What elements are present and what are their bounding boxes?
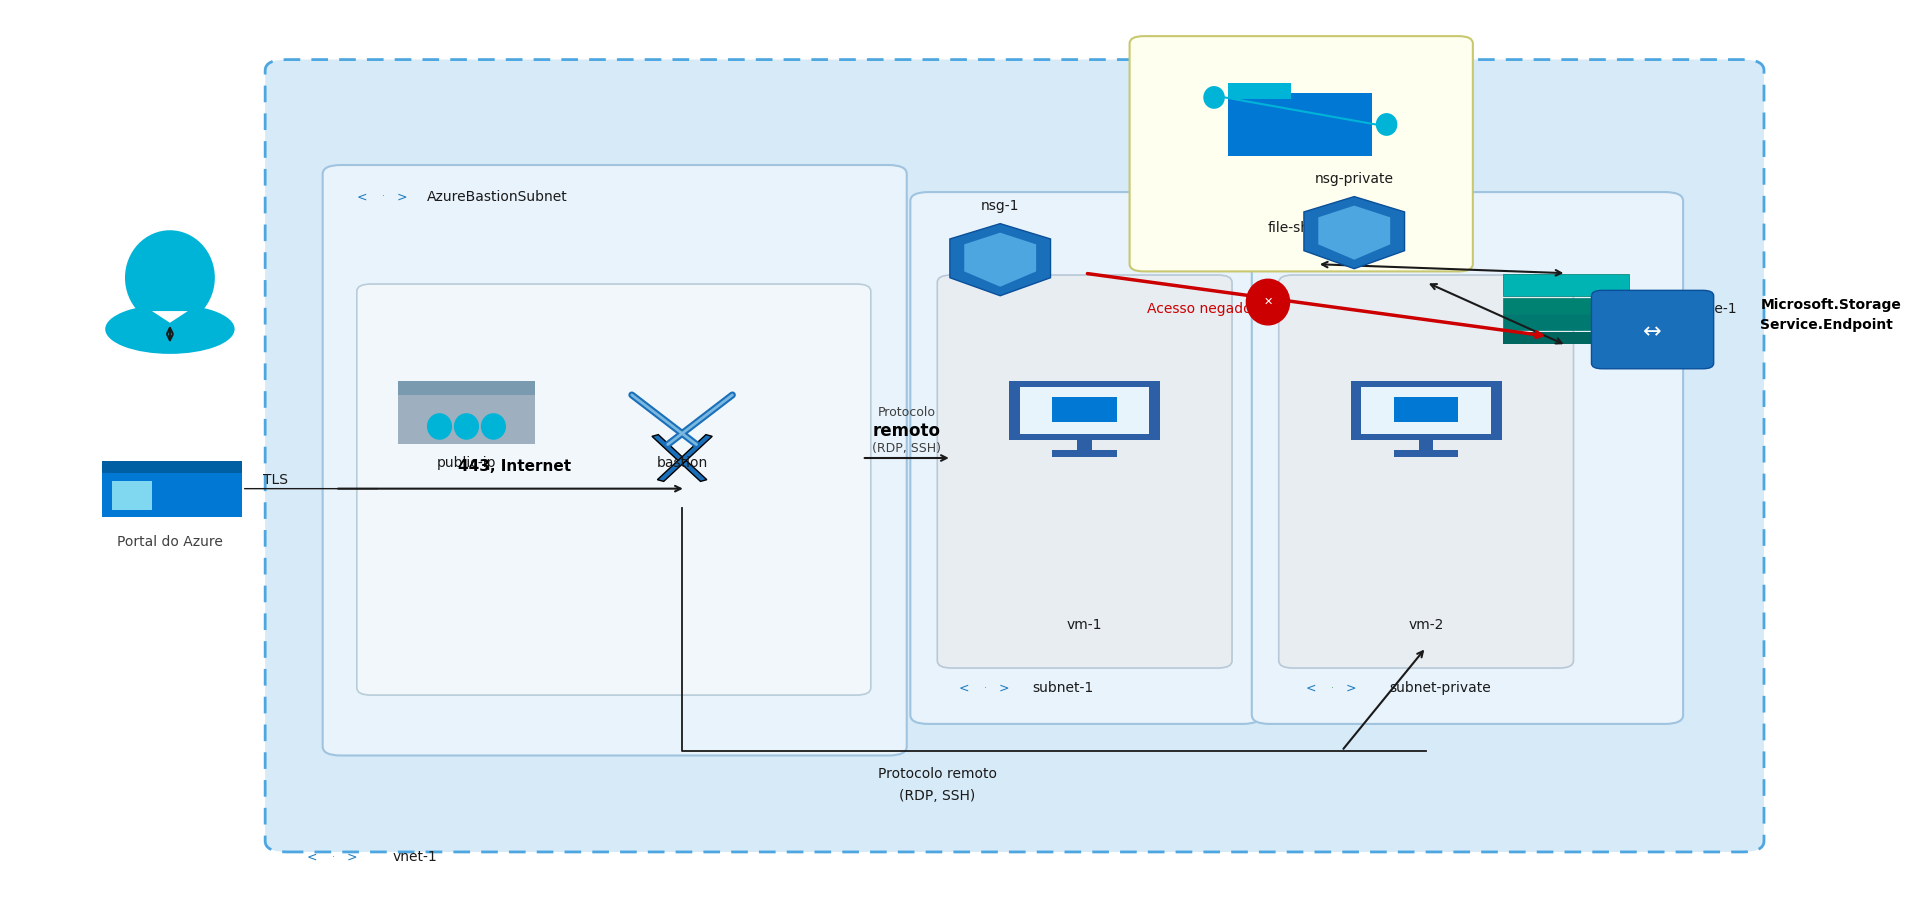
Bar — [1420, 438, 1433, 452]
Ellipse shape — [482, 414, 506, 440]
Text: Acesso negado: Acesso negado — [1147, 302, 1252, 317]
FancyBboxPatch shape — [1278, 275, 1573, 668]
Text: nsg-private: nsg-private — [1315, 171, 1393, 186]
FancyBboxPatch shape — [266, 60, 1764, 852]
Text: Service.Endpoint: Service.Endpoint — [1760, 317, 1894, 332]
Text: subnet-1: subnet-1 — [1032, 681, 1093, 695]
Text: 443, Internet: 443, Internet — [459, 459, 571, 473]
Bar — [1009, 381, 1160, 440]
Bar — [1053, 396, 1118, 422]
Text: ·: · — [984, 683, 988, 693]
Bar — [113, 481, 153, 511]
Text: ·: · — [382, 191, 386, 201]
Text: Microsoft.Storage: Microsoft.Storage — [1760, 297, 1901, 312]
Ellipse shape — [105, 305, 235, 354]
Ellipse shape — [455, 414, 480, 440]
Text: <: < — [306, 851, 317, 863]
Polygon shape — [1319, 206, 1389, 259]
Text: nsg-1: nsg-1 — [980, 199, 1019, 212]
FancyBboxPatch shape — [1129, 36, 1473, 271]
FancyBboxPatch shape — [1592, 290, 1714, 369]
Bar — [1078, 438, 1091, 452]
Bar — [1504, 274, 1630, 296]
Bar — [1351, 381, 1502, 440]
Ellipse shape — [1376, 113, 1397, 136]
Ellipse shape — [124, 230, 214, 326]
Text: ↔: ↔ — [1643, 322, 1663, 342]
Text: (RDP, SSH): (RDP, SSH) — [900, 789, 975, 803]
FancyBboxPatch shape — [323, 165, 906, 756]
Bar — [1020, 386, 1149, 434]
Text: storage-1: storage-1 — [1670, 302, 1737, 317]
Text: subnet-private: subnet-private — [1389, 681, 1491, 695]
Bar — [1393, 396, 1458, 422]
Bar — [101, 461, 243, 517]
Bar — [1393, 450, 1458, 457]
Bar — [1229, 83, 1292, 99]
Text: >: > — [1345, 681, 1357, 695]
Polygon shape — [950, 224, 1051, 296]
FancyBboxPatch shape — [357, 284, 871, 695]
Polygon shape — [153, 311, 187, 323]
Text: Protocolo: Protocolo — [877, 406, 936, 419]
Ellipse shape — [1246, 279, 1290, 325]
Bar — [1229, 93, 1372, 156]
Text: >: > — [396, 190, 407, 203]
FancyBboxPatch shape — [936, 275, 1233, 668]
Text: public-ip: public-ip — [438, 455, 497, 470]
Text: ·: · — [333, 853, 334, 863]
Bar — [1053, 450, 1118, 457]
Text: bastion: bastion — [657, 455, 707, 470]
FancyBboxPatch shape — [910, 192, 1261, 724]
FancyBboxPatch shape — [1252, 192, 1684, 724]
Polygon shape — [965, 233, 1036, 287]
Bar — [397, 385, 535, 444]
Text: AzureBastionSubnet: AzureBastionSubnet — [426, 190, 568, 203]
Bar — [1504, 314, 1630, 330]
Text: ·: · — [1332, 683, 1334, 693]
Bar — [397, 381, 535, 395]
FancyArrow shape — [652, 434, 707, 482]
Ellipse shape — [1204, 86, 1225, 109]
Text: file-share: file-share — [1269, 221, 1332, 235]
Bar — [1504, 297, 1630, 314]
Text: vnet-1: vnet-1 — [394, 851, 438, 864]
Text: (RDP, SSH): (RDP, SSH) — [871, 443, 942, 455]
Text: vm-1: vm-1 — [1066, 618, 1103, 632]
Bar — [1504, 332, 1630, 344]
Text: <: < — [1305, 681, 1317, 695]
Text: remoto: remoto — [873, 422, 940, 440]
Text: >: > — [346, 851, 357, 863]
Text: <: < — [959, 681, 969, 695]
Text: TLS: TLS — [264, 473, 289, 487]
Text: Portal do Azure: Portal do Azure — [117, 535, 224, 549]
Text: >: > — [999, 681, 1009, 695]
Bar — [1361, 386, 1491, 434]
Text: Protocolo remoto: Protocolo remoto — [877, 766, 998, 781]
Ellipse shape — [426, 414, 453, 440]
Polygon shape — [1303, 197, 1405, 268]
Text: vm-2: vm-2 — [1408, 618, 1445, 632]
Text: ✕: ✕ — [1263, 297, 1273, 307]
FancyArrow shape — [657, 434, 713, 482]
Bar — [101, 461, 243, 473]
Text: <: < — [357, 190, 367, 203]
